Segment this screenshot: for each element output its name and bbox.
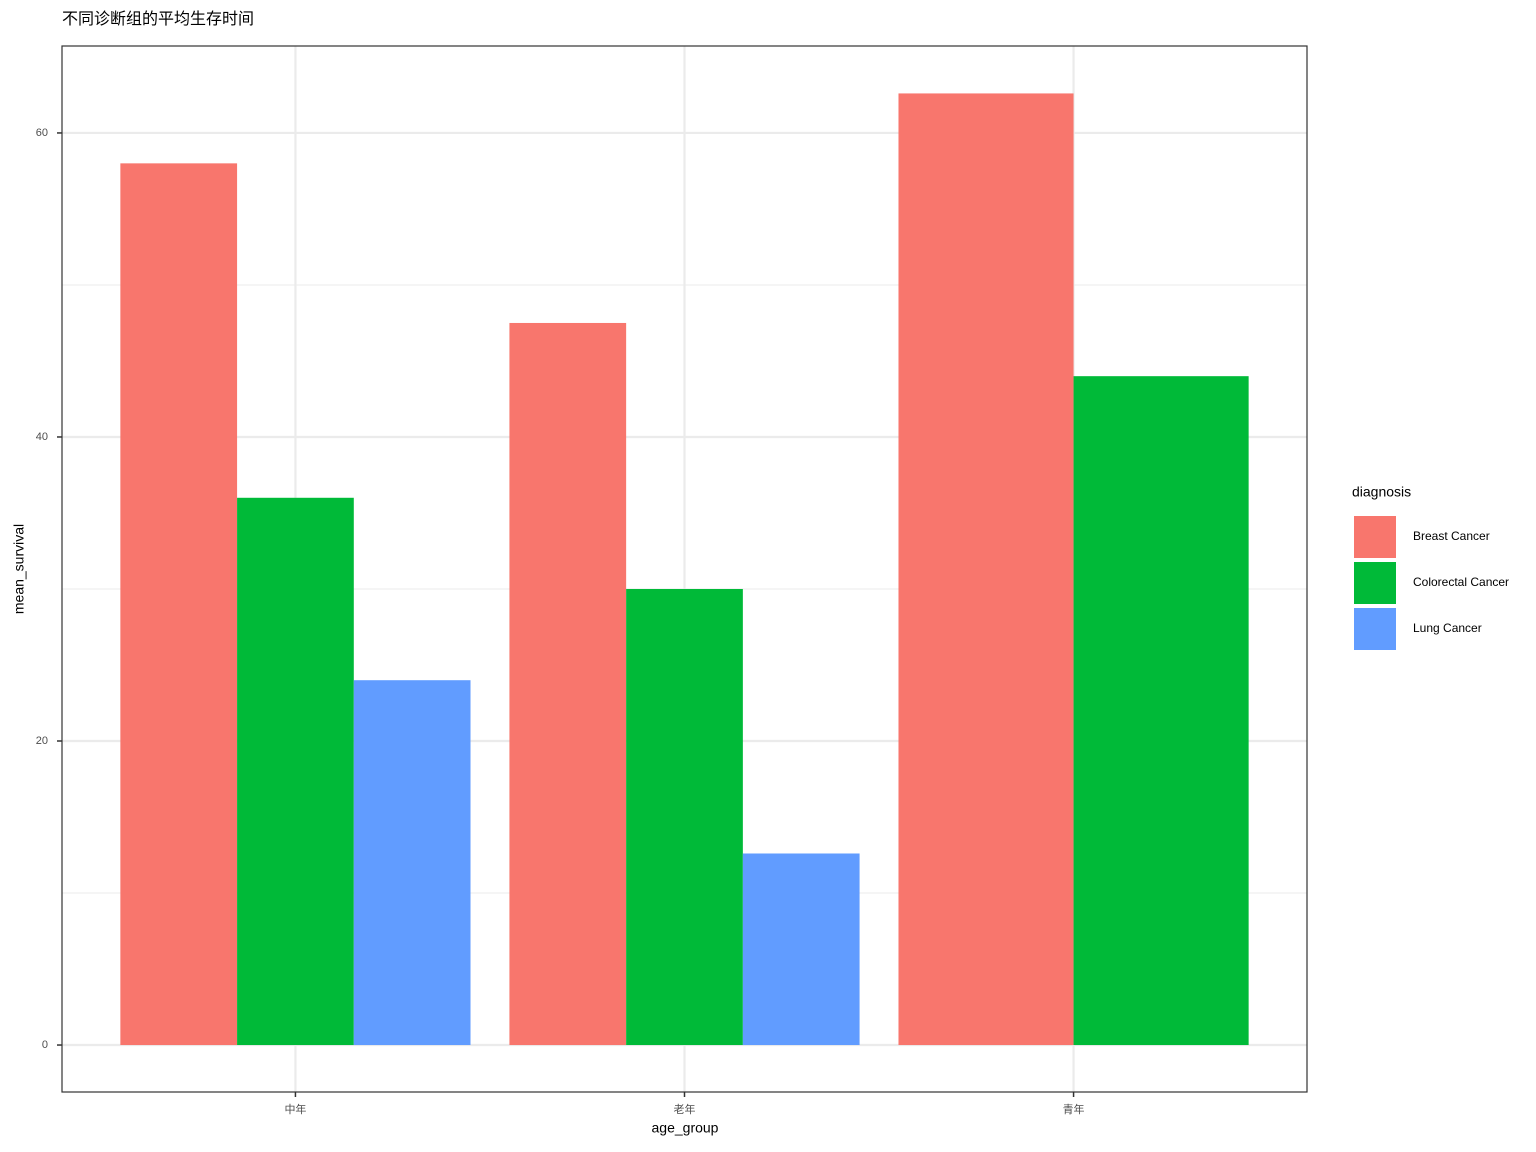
x-tick-label: 青年 (1063, 1102, 1085, 1116)
y-tick-label: 60 (36, 127, 48, 139)
y-tick-label: 20 (36, 735, 48, 747)
legend-key (1354, 516, 1396, 558)
bar (626, 588, 743, 1046)
legend-key (1354, 608, 1396, 650)
chart-title: 不同诊断组的平均生存时间 (62, 10, 254, 28)
panel-border (61, 45, 1308, 1093)
legend-label: Colorectal Cancer (1413, 575, 1509, 589)
bar (353, 680, 471, 1046)
bar (1073, 376, 1249, 1046)
bar (120, 163, 238, 1046)
legend-key (1354, 562, 1396, 604)
x-tick-label: 老年 (674, 1102, 696, 1116)
legend-label: Lung Cancer (1413, 621, 1482, 635)
bar (509, 322, 627, 1046)
y-tick-label: 40 (36, 431, 48, 443)
bar (898, 93, 1074, 1046)
legend-title: diagnosis (1352, 484, 1411, 500)
bar (742, 853, 860, 1046)
y-axis-label: mean_survival (11, 524, 27, 614)
x-axis-label: age_group (652, 1120, 719, 1136)
x-tick-label: 中年 (284, 1102, 306, 1116)
y-tick-label: 0 (42, 1039, 48, 1051)
legend-label: Breast Cancer (1413, 529, 1490, 543)
bar (237, 497, 354, 1046)
